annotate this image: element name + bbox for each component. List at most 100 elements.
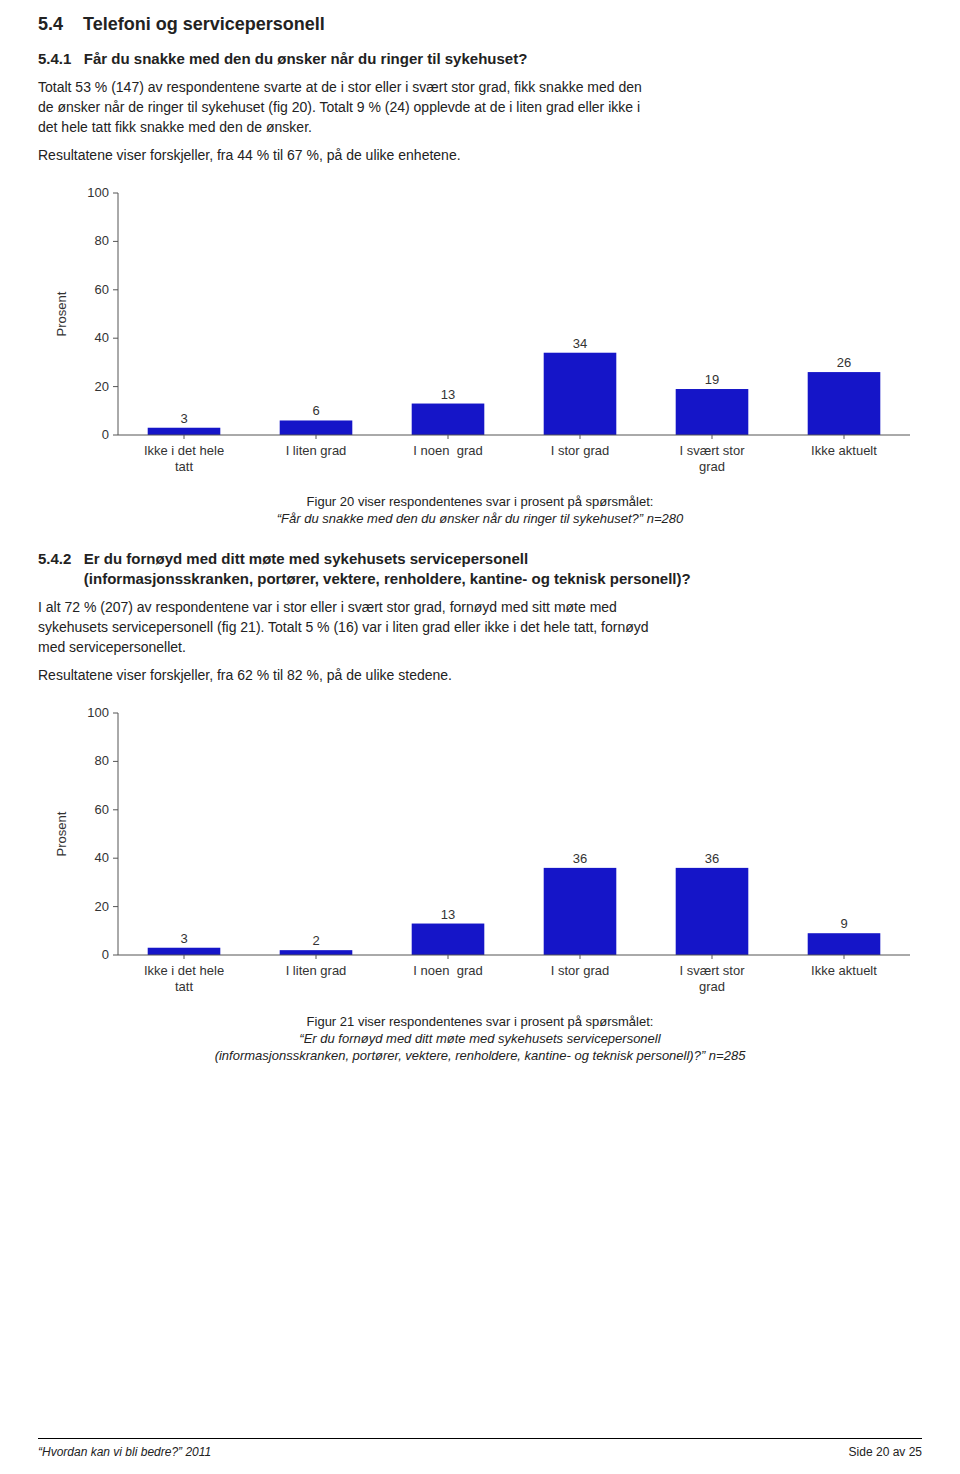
paragraph-line: I alt 72 % (207) av respondentene var i … <box>38 597 922 617</box>
data-label: 2 <box>312 933 319 948</box>
x-tick-label-line: grad <box>699 979 725 994</box>
bar <box>676 868 749 955</box>
y-tick-label: 80 <box>95 233 109 248</box>
x-tick-label-line: I svært stor <box>679 963 745 978</box>
x-tick-label-line: I stor grad <box>551 963 610 978</box>
bar <box>412 924 485 955</box>
paragraph-line: Resultatene viser forskjeller, fra 62 % … <box>38 665 922 685</box>
x-tick-label-line: Ikke aktuelt <box>811 443 877 458</box>
x-tick-label: I noen grad <box>413 963 482 978</box>
x-tick-label-line: tatt <box>175 979 193 994</box>
x-tick-label-line: Ikke i det hele <box>144 963 224 978</box>
y-tick <box>113 809 118 810</box>
x-tick <box>316 955 317 959</box>
caption-line: “Får du snakke med den du ønsker når du … <box>38 510 922 527</box>
y-tick-label: 40 <box>95 330 109 345</box>
section-title-line: 5.4.2 Er du fornøyd med ditt møte med sy… <box>38 549 922 569</box>
chart: 0204060801003613341926Ikke i det heletat… <box>38 173 922 493</box>
caption: Figur 21 viser respondentenes svar i pro… <box>38 1013 922 1064</box>
y-tick <box>113 338 118 339</box>
x-tick <box>712 435 713 439</box>
bar <box>280 950 353 955</box>
bar <box>544 353 617 435</box>
y-tick-label: 40 <box>95 850 109 865</box>
data-label: 6 <box>312 403 319 418</box>
x-tick-label: I noen grad <box>413 443 482 458</box>
x-tick-label-line: I liten grad <box>286 963 347 978</box>
data-label: 9 <box>840 916 847 931</box>
bar <box>676 389 749 435</box>
y-tick-label: 100 <box>87 705 109 720</box>
data-label: 34 <box>573 336 587 351</box>
x-tick-label: I svært storgrad <box>679 443 745 474</box>
page: 5.4 Telefoni og servicepersonell 5.4.1 Få… <box>38 14 922 1086</box>
x-tick-label-line: tatt <box>175 459 193 474</box>
y-axis <box>118 713 119 955</box>
section-title-line: 5.4.1 Får du snakke med den du ønsker nå… <box>38 49 922 69</box>
paragraph-line: Resultatene viser forskjeller, fra 44 % … <box>38 145 922 165</box>
y-tick <box>113 713 118 714</box>
x-tick-label-line: I liten grad <box>286 443 347 458</box>
page-title: 5.4 Telefoni og servicepersonell <box>38 14 922 35</box>
x-tick-label: I stor grad <box>551 443 610 458</box>
y-tick <box>113 289 118 290</box>
paragraph-line: de ønsker når de ringer til sykehuset (f… <box>38 97 922 117</box>
paragraph-line: Totalt 53 % (147) av respondentene svart… <box>38 77 922 97</box>
x-tick-label-line: I svært stor <box>679 443 745 458</box>
y-tick-label: 0 <box>102 427 109 442</box>
paragraph-line: med servicepersonellet. <box>38 637 922 657</box>
x-tick-label-line: I stor grad <box>551 443 610 458</box>
x-tick-label: Ikke i det heletatt <box>144 443 224 474</box>
x-tick <box>844 955 845 959</box>
footer-left: “Hvordan kan vi bli bedre?” 2011 <box>38 1445 211 1459</box>
data-label: 3 <box>180 411 187 426</box>
y-tick <box>113 193 118 194</box>
x-tick <box>448 435 449 439</box>
x-tick-label: I svært storgrad <box>679 963 745 994</box>
bar <box>544 868 617 955</box>
y-tick-label: 20 <box>95 899 109 914</box>
paragraph: I alt 72 % (207) av respondentene var i … <box>38 597 922 657</box>
data-label: 36 <box>705 851 719 866</box>
x-tick-label-line: grad <box>699 459 725 474</box>
bar <box>808 372 881 435</box>
y-tick-label: 60 <box>95 802 109 817</box>
y-tick-label: 100 <box>87 185 109 200</box>
x-tick-label-line: I noen grad <box>413 443 482 458</box>
x-tick <box>580 435 581 439</box>
caption: Figur 20 viser respondentenes svar i pro… <box>38 493 922 527</box>
x-tick <box>184 435 185 439</box>
paragraph-line: det hele tatt fikk snakke med den de øns… <box>38 117 922 137</box>
x-tick-label-line: Ikke i det hele <box>144 443 224 458</box>
y-axis <box>118 193 119 435</box>
caption-line: “Er du fornøyd med ditt møte med sykehus… <box>38 1030 922 1047</box>
bar-chart: 0204060801003613341926Ikke i det heletat… <box>38 173 922 493</box>
paragraph-line: sykehusets servicepersonell (fig 21). To… <box>38 617 922 637</box>
paragraph: Totalt 53 % (147) av respondentene svart… <box>38 77 922 137</box>
y-axis-label: Prosent <box>54 291 69 336</box>
y-tick <box>113 386 118 387</box>
paragraph: Resultatene viser forskjeller, fra 62 % … <box>38 665 922 685</box>
data-label: 26 <box>837 355 851 370</box>
x-tick <box>316 435 317 439</box>
x-tick <box>184 955 185 959</box>
bar <box>280 420 353 435</box>
y-tick <box>113 435 118 436</box>
caption-line: (informasjonsskranken, portører, vektere… <box>38 1047 922 1064</box>
data-label: 13 <box>441 387 455 402</box>
bar <box>148 428 221 435</box>
x-axis <box>118 955 910 956</box>
y-tick <box>113 761 118 762</box>
x-tick-label: I stor grad <box>551 963 610 978</box>
caption-line: Figur 20 viser respondentenes svar i pro… <box>38 493 922 510</box>
section-title-line: (informasjonsskranken, portører, vektere… <box>38 569 922 589</box>
x-tick <box>580 955 581 959</box>
paragraph: Resultatene viser forskjeller, fra 44 % … <box>38 145 922 165</box>
section-title: 5.4.1 Får du snakke med den du ønsker nå… <box>38 49 922 69</box>
y-axis-label: Prosent <box>54 811 69 856</box>
footer-rule <box>38 1438 922 1439</box>
footer-right: Side 20 av 25 <box>849 1445 922 1459</box>
x-tick <box>712 955 713 959</box>
bars <box>148 868 881 955</box>
y-tick-label: 0 <box>102 947 109 962</box>
